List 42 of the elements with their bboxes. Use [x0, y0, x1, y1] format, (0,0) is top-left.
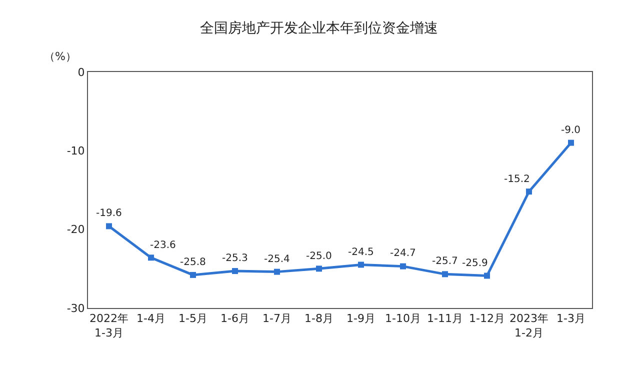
data-label: -25.7 — [432, 256, 458, 267]
y-tick-label: -30 — [66, 302, 85, 315]
data-label: -25.0 — [306, 251, 332, 262]
data-label: -15.2 — [504, 174, 530, 185]
x-tick-label: 1-10月 — [385, 312, 421, 326]
point — [400, 263, 406, 270]
x-tick-label: 1-4月 — [136, 312, 166, 326]
data-label: -24.7 — [390, 248, 416, 259]
point — [316, 266, 322, 272]
data-label: -25.8 — [180, 257, 206, 268]
point — [526, 188, 532, 195]
chart-title: 全国房地产开发企业本年到位资金增速 — [200, 20, 438, 37]
x-tick-label: 1-8月 — [304, 312, 334, 326]
point — [106, 223, 112, 230]
data-label: -24.5 — [348, 247, 374, 258]
data-label: -9.0 — [561, 125, 581, 136]
x-tick-label: 1-9月 — [346, 312, 376, 326]
point — [484, 272, 490, 279]
x-tick-label: 1-3月 — [556, 312, 586, 326]
x-tick-label: 1-11月 — [427, 312, 463, 326]
y-tick-label: 0 — [78, 66, 85, 79]
point — [568, 140, 574, 146]
data-label: -19.6 — [96, 208, 122, 219]
x-tick-label: 1-7月 — [262, 312, 292, 326]
x-tick-label: 1-6月 — [220, 312, 250, 326]
point — [148, 254, 154, 261]
point — [190, 272, 196, 278]
y-tick-label: -10 — [66, 144, 85, 158]
point — [358, 262, 364, 268]
x-tick-label: 2023年 1-2月 — [510, 312, 548, 340]
point — [442, 271, 448, 278]
data-label: -23.6 — [150, 240, 176, 251]
data-label: -25.3 — [222, 253, 248, 264]
data-label: -25.9 — [462, 258, 488, 269]
point — [274, 268, 280, 275]
x-tick-label: 2022年 1-3月 — [90, 312, 128, 340]
y-tick-label: -20 — [66, 223, 85, 236]
x-tick-label: 1-5月 — [178, 312, 208, 326]
point — [232, 268, 238, 274]
y-axis-title: （%） — [44, 50, 76, 63]
x-tick-label: 1-12月 — [469, 312, 505, 326]
data-label: -25.4 — [264, 254, 290, 265]
